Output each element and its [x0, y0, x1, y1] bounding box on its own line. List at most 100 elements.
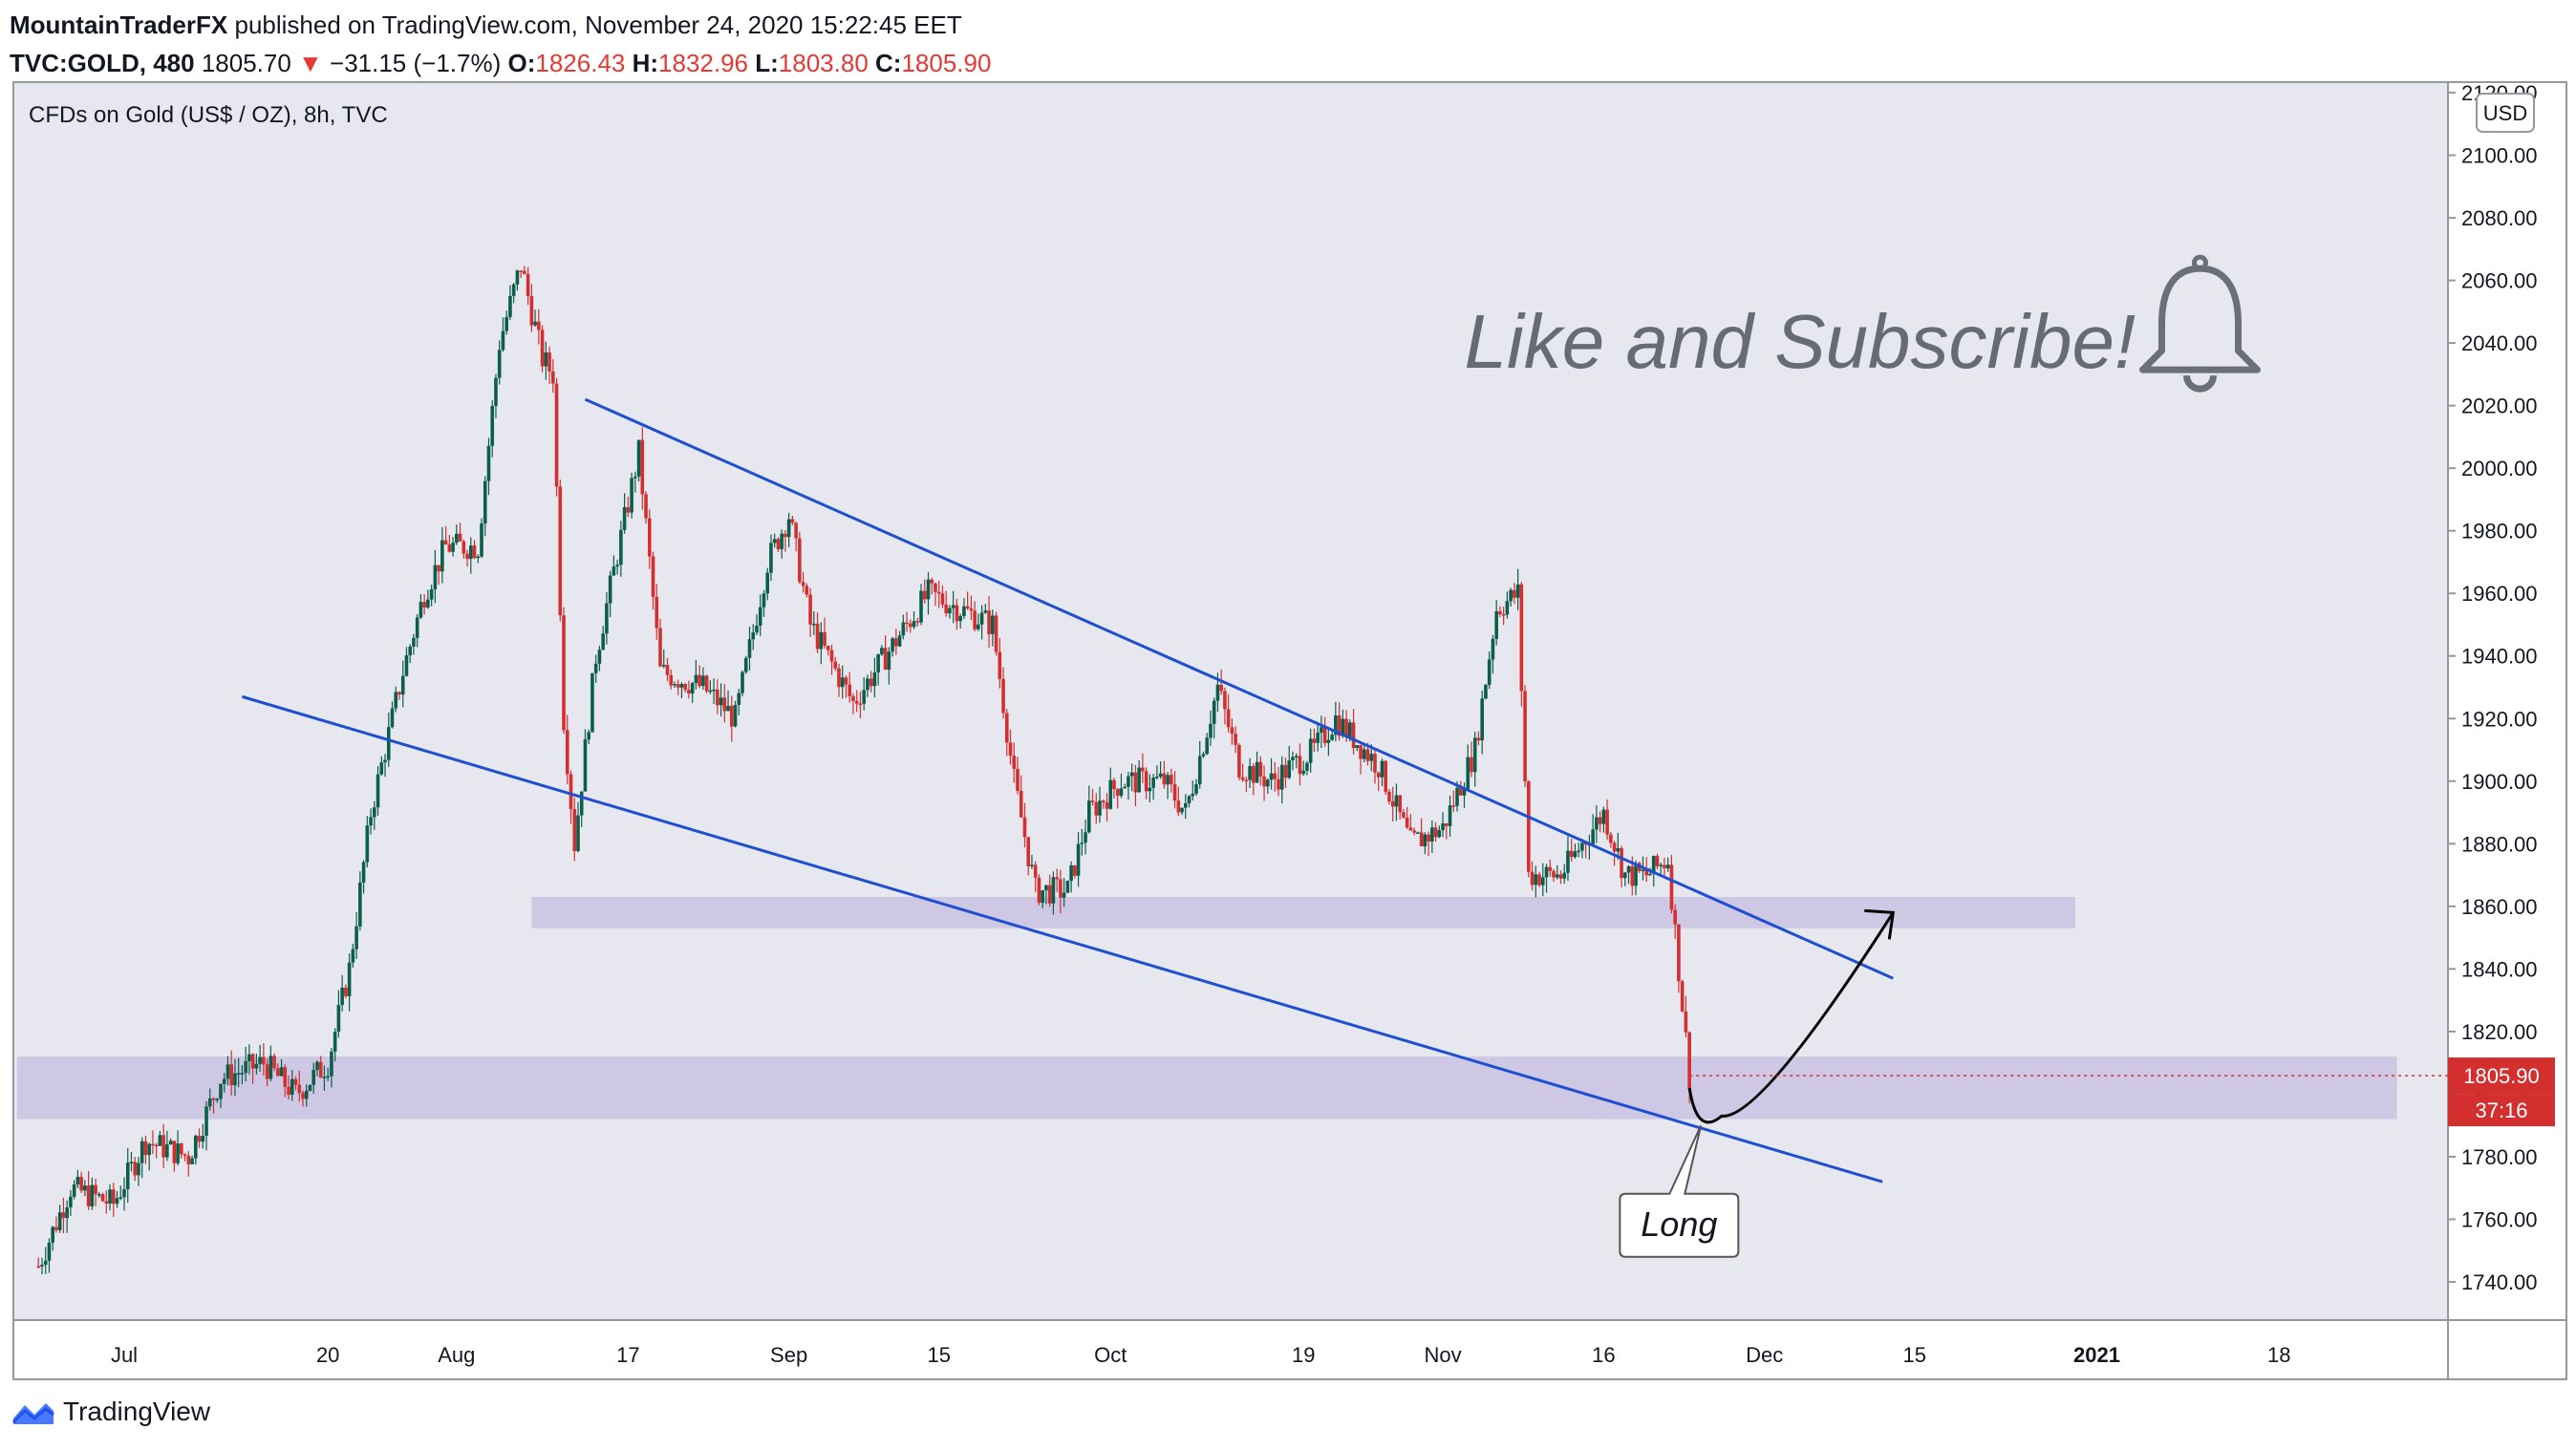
candle — [798, 531, 802, 585]
long-callout[interactable] — [1619, 1124, 1740, 1258]
candle — [1141, 753, 1145, 783]
candle-body — [412, 637, 416, 647]
candle — [1305, 760, 1309, 776]
candle — [75, 1169, 80, 1188]
candle-body — [1062, 892, 1066, 898]
candle-body — [1298, 756, 1302, 775]
footer-brand[interactable]: TradingView — [63, 1397, 211, 1426]
candle-body — [587, 732, 590, 740]
candle — [1605, 800, 1609, 841]
candle-body — [1115, 789, 1120, 797]
last-price-tag[interactable] — [2448, 1057, 2555, 1095]
upper-trendline[interactable] — [584, 397, 1894, 980]
candle-body — [1055, 877, 1059, 880]
currency-box[interactable] — [2476, 93, 2535, 133]
candle — [569, 770, 573, 824]
y-tick-label: 1960.00 — [2461, 582, 2538, 606]
candle — [969, 595, 974, 621]
candle-body — [733, 705, 738, 727]
candle-body — [630, 478, 633, 513]
projection-arrow[interactable] — [1687, 911, 1895, 1124]
candle-body — [207, 1098, 212, 1107]
candle-body — [1334, 715, 1338, 736]
plot-background — [13, 82, 2448, 1320]
candle — [1033, 861, 1038, 892]
candle-body — [1476, 737, 1481, 741]
candle — [304, 1084, 309, 1107]
candle — [741, 670, 744, 697]
candle — [1408, 814, 1413, 831]
candle — [909, 619, 912, 633]
candle-body — [165, 1144, 169, 1158]
candle — [1016, 757, 1020, 795]
candle — [143, 1135, 148, 1164]
candle — [1484, 683, 1488, 700]
candle — [1076, 832, 1081, 887]
like-subscribe-text: Like and Subscribe! — [1465, 299, 2136, 384]
candle-body — [894, 638, 898, 647]
candle — [829, 645, 834, 675]
candle-body — [250, 1054, 255, 1069]
candle — [1187, 795, 1191, 808]
candle-body — [504, 316, 508, 331]
candle — [97, 1191, 101, 1198]
candle-body — [254, 1063, 259, 1069]
candle-body — [590, 672, 594, 733]
candle — [866, 674, 869, 697]
candle — [651, 551, 655, 610]
candle-body — [1580, 842, 1584, 851]
candle — [1427, 831, 1430, 857]
candle — [1380, 758, 1385, 787]
candle — [915, 617, 920, 628]
candle — [1626, 864, 1631, 885]
candle — [658, 618, 662, 668]
candle — [737, 689, 741, 715]
candle — [480, 518, 483, 559]
candle — [776, 537, 781, 552]
tradingview-logo-icon[interactable] — [11, 1397, 55, 1426]
candle-body — [1016, 768, 1020, 791]
candle-body — [1019, 790, 1023, 818]
candle-body — [1012, 756, 1017, 769]
bell-icon[interactable] — [2139, 254, 2261, 393]
candle — [115, 1191, 119, 1208]
candle — [501, 317, 505, 352]
candle — [1127, 772, 1130, 800]
candle — [1041, 889, 1044, 908]
candle — [94, 1178, 97, 1206]
y-tick-label: 1820.00 — [2461, 1020, 2538, 1044]
candle-body — [1634, 863, 1638, 886]
candle — [1062, 878, 1066, 907]
candle-body — [1648, 873, 1652, 876]
candle — [823, 617, 826, 650]
candle — [1180, 807, 1184, 816]
candle-body — [276, 1068, 280, 1077]
candle-body — [1148, 787, 1152, 792]
candle-body — [1240, 777, 1245, 780]
candle-body — [1609, 834, 1613, 843]
candle — [486, 437, 491, 496]
candle — [615, 559, 619, 575]
lower-trendline[interactable] — [241, 694, 1883, 1183]
candle-body — [1230, 727, 1234, 735]
candle-body — [951, 605, 955, 608]
candle-body — [636, 439, 641, 477]
candle — [229, 1050, 233, 1096]
author-name[interactable]: MountainTraderFX — [10, 11, 228, 39]
candle — [683, 682, 687, 693]
candle — [262, 1043, 266, 1077]
candle — [630, 472, 633, 519]
arrow-head-icon — [1864, 908, 1896, 940]
candle-body — [840, 677, 845, 688]
candle-body — [687, 690, 691, 693]
candle-body — [883, 648, 888, 671]
candle-body — [747, 639, 752, 658]
candle — [250, 1053, 255, 1084]
candle-body — [798, 538, 802, 583]
candle-body — [572, 809, 577, 851]
candle — [1298, 743, 1302, 786]
candle — [1441, 812, 1445, 838]
candle-body — [1505, 601, 1510, 615]
candle — [919, 584, 923, 626]
